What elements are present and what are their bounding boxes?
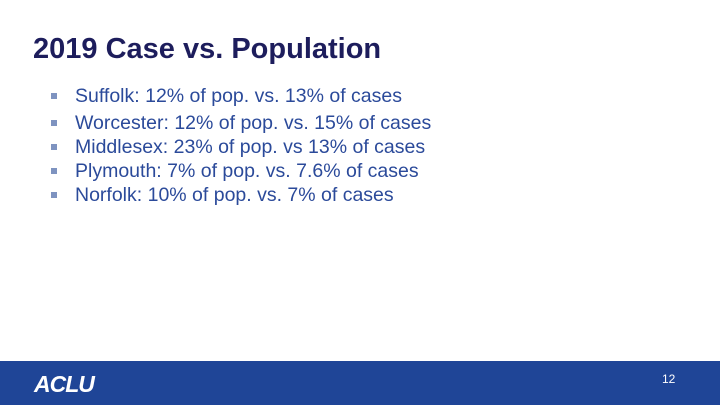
logo: ACLU [34, 371, 95, 397]
bullet: Plymouth: 7% of pop. vs. 7.6% of cases [0, 159, 431, 183]
bullet: Suffolk: 12% of pop. vs. 13% of cases [0, 84, 431, 108]
bullet: Worcester: 12% of pop. vs. 15% of cases [0, 111, 431, 135]
slide-title: 2019 Case vs. Population [33, 33, 382, 65]
bullet-list: Suffolk: 12% of pop. vs. 13% of cases Wo… [0, 84, 431, 207]
page-number: 12 [662, 372, 676, 386]
bullet: Norfolk: 10% of pop. vs. 7% of cases [0, 183, 431, 207]
footer-bar: ACLU 12 [0, 361, 720, 405]
bullet: Middlesex: 23% of pop. vs 13% of cases [0, 135, 431, 159]
